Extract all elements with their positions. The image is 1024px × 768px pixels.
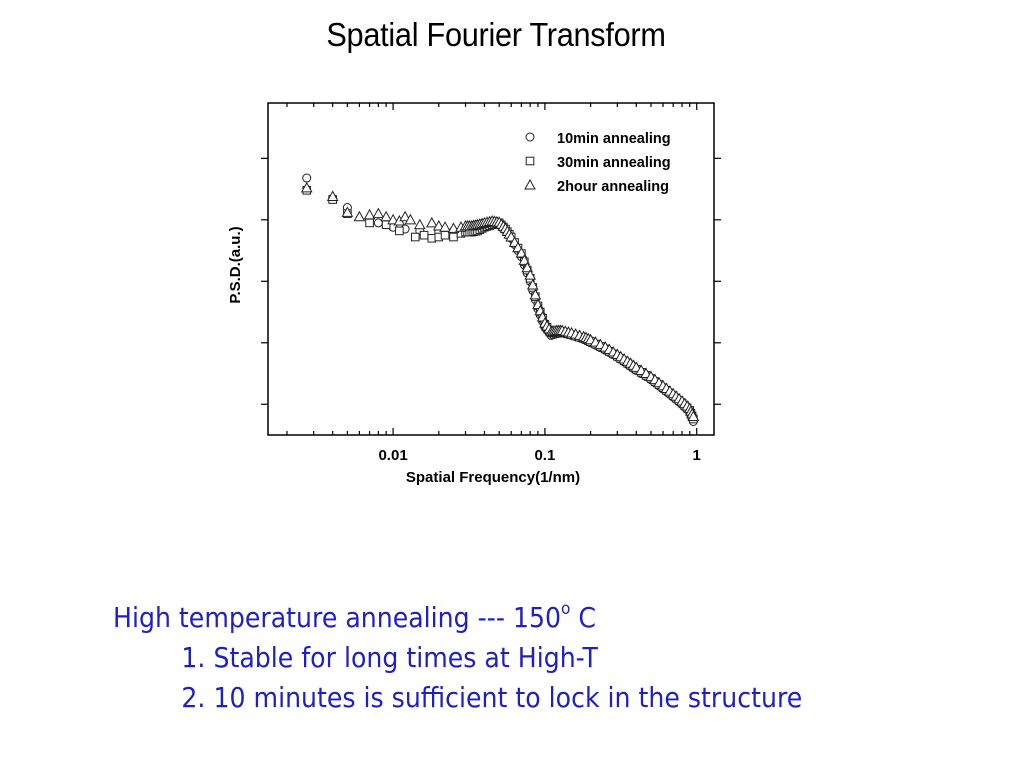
data-point [399, 210, 411, 222]
data-point [425, 216, 438, 228]
data-point [363, 208, 376, 220]
data-point-fill [521, 261, 534, 273]
data-point [439, 221, 451, 232]
data-point [440, 230, 450, 240]
slide-title: Spatial Fourier Transform [326, 16, 666, 53]
x-tick-label: 0.1 [534, 447, 555, 464]
plot-frame [267, 102, 715, 436]
data-point [395, 226, 404, 236]
notes-heading-text: High temperature annealing --- 150 [113, 601, 562, 634]
data-point-fill [518, 254, 531, 265]
data-point [687, 410, 700, 422]
chart-data-points [300, 173, 700, 426]
slide-notes: High temperature annealing --- 150o C 1.… [113, 598, 802, 718]
chart-legend: 10min annealing 30min annealing 2hour anne… [524, 131, 671, 195]
x-tick-label: 0.01 [378, 447, 407, 464]
y-axis-label: P.S.D.(a.u.) [227, 226, 244, 303]
notes-heading-unit: C [570, 601, 597, 634]
data-point [524, 269, 537, 280]
legend-label: 2hour annealing [557, 179, 669, 195]
legend-marker [525, 156, 535, 166]
legend-label: 30min annealing [557, 155, 671, 171]
legend-label: 10min annealing [557, 131, 671, 147]
notes-heading: High temperature annealing --- 150o C [113, 598, 802, 638]
data-point [353, 210, 366, 222]
data-point [365, 218, 374, 228]
data-point [372, 207, 385, 219]
series-1 [302, 173, 698, 426]
data-point [410, 232, 420, 242]
data-point [432, 219, 445, 231]
chart-frame [267, 102, 715, 436]
data-point [449, 232, 458, 242]
legend-marker [525, 132, 535, 142]
data-point [341, 206, 354, 217]
data-point [419, 230, 429, 240]
x-axis-label: Spatial Frequency(1/nm) [406, 469, 580, 486]
chart-ticks: 0.01 0.1 1 [261, 103, 721, 464]
data-point [326, 190, 339, 201]
data-point [404, 213, 417, 225]
data-point [387, 213, 399, 225]
data-point-fill [526, 278, 539, 290]
data-point [302, 173, 312, 183]
data-point [380, 210, 392, 222]
data-point [413, 218, 426, 230]
data-point-fill [529, 288, 542, 300]
data-point [515, 246, 528, 258]
series-3 [300, 181, 700, 422]
x-tick-label: 1 [693, 447, 701, 464]
data-point [300, 181, 313, 193]
legend-marker [524, 178, 536, 190]
notes-item-2: 2. 10 minutes is sufficient to lock in t… [181, 681, 803, 714]
notes-item-1: 1. Stable for long times at High-T [181, 641, 598, 674]
degree-superscript: o [561, 599, 571, 619]
